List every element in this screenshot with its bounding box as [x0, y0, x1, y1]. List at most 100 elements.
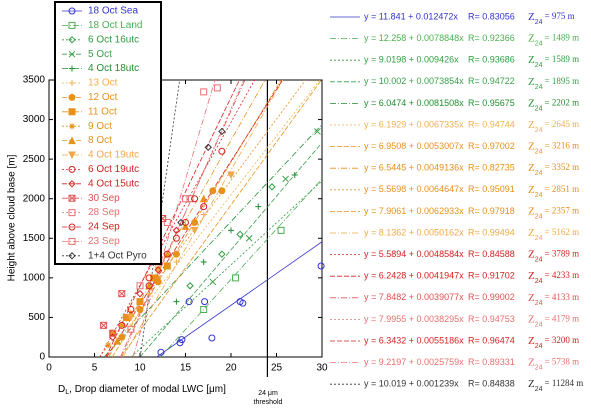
fit-equation: y = 10.002 + 0.0073854x	[364, 76, 464, 86]
marker	[191, 219, 198, 226]
marker	[218, 147, 226, 155]
marker	[245, 234, 253, 242]
fit-line	[132, 80, 216, 357]
z-symbol: Z	[528, 32, 535, 44]
fit-line	[130, 180, 322, 357]
marker	[68, 194, 76, 202]
fit-r: R= 0.89331	[468, 357, 515, 367]
z-subscript: 24	[535, 343, 543, 350]
marker	[118, 321, 126, 329]
marker	[68, 50, 76, 58]
marker	[69, 65, 75, 72]
marker	[317, 262, 325, 270]
marker	[282, 175, 289, 183]
legend-label: 6 Oct 19utc	[88, 164, 139, 175]
fit-line	[121, 80, 245, 357]
z24-value: = 4233 m	[545, 270, 580, 280]
z-subscript: 24	[535, 84, 543, 91]
marker	[155, 274, 162, 281]
fit-line	[120, 80, 246, 357]
marker	[118, 290, 126, 298]
legend-label: 18 Oct Land	[88, 20, 142, 31]
y-axis-label: Height above cloud base [m]	[7, 154, 18, 281]
z-subscript: 24	[535, 235, 543, 242]
fit-line	[108, 80, 266, 357]
z-subscript: 24	[535, 364, 543, 371]
marker	[268, 183, 276, 191]
fit-z24: Z24= 3200 m	[528, 335, 579, 350]
marker	[68, 237, 76, 245]
marker	[127, 325, 135, 333]
z-subscript: 24	[535, 300, 543, 307]
z-symbol: Z	[528, 227, 535, 239]
marker	[208, 334, 216, 342]
legend-label: 28 Sep	[88, 207, 120, 218]
legend: 18 Oct Sea 18 Oct Land 6 Oct 16utc 5 Oct 4 O…	[54, 1, 162, 265]
fit-line	[106, 80, 283, 357]
legend-label: 13 Oct	[88, 78, 118, 89]
fit-z24: Z24= 2357 m	[528, 205, 579, 220]
z24-value: = 3789 m	[545, 249, 580, 259]
legend-label: 6 Oct 16utc	[88, 34, 139, 45]
fit-equation: y = 8.1362 + 0.0050162x	[364, 227, 464, 237]
y-tick-label: 2000	[23, 193, 46, 204]
fit-equation: y = 10.019 + 0.001239x	[364, 379, 459, 389]
marker	[68, 21, 76, 29]
marker	[201, 298, 209, 306]
marker	[68, 108, 76, 116]
z-subscript: 24	[535, 127, 543, 134]
marker	[173, 298, 180, 305]
marker	[68, 223, 76, 231]
marker	[200, 259, 207, 266]
marker	[172, 234, 180, 242]
x-tick-label: 30	[316, 363, 328, 374]
z-symbol: Z	[528, 183, 535, 195]
y-tick-label: 3000	[23, 114, 46, 125]
z24-value: = 5162 m	[545, 227, 580, 237]
z-subscript: 24	[535, 40, 543, 47]
marker	[68, 36, 76, 44]
fit-equation: y = 6.5445 + 0.0049136x	[364, 163, 464, 173]
z24-value: = 1589 m	[545, 54, 580, 64]
z24-value: = 2851 m	[545, 184, 580, 194]
fit-z24: Z24= 11284 m	[528, 378, 583, 393]
legend-label: 11 Oct	[88, 106, 117, 117]
marker	[232, 274, 240, 282]
fit-equation: y = 11.841 + 0.012472x	[364, 11, 458, 21]
fit-r: R= 0.91702	[468, 271, 515, 281]
x-tick-label: 10	[134, 363, 146, 374]
marker	[163, 218, 171, 226]
plot-area: 0 5 10 15 20 25 30 0 500 1000 1500 2000 2500 3000 3500	[23, 75, 328, 377]
z-subscript: 24	[535, 192, 543, 199]
marker	[68, 209, 76, 217]
y-tick-label: 0	[39, 352, 45, 363]
fit-r: R= 0.97918	[468, 206, 515, 216]
z24-value: = 4133 m	[545, 292, 580, 302]
marker	[191, 195, 199, 203]
marker	[177, 218, 185, 227]
marker	[200, 211, 207, 218]
marker	[145, 282, 153, 290]
fit-r: R= 0.83056	[468, 11, 515, 21]
legend-label: 23 Sep	[88, 236, 120, 247]
fit-r: R= 0.92366	[468, 33, 515, 43]
fit-z24: Z24= 3216 m	[528, 140, 579, 155]
marker	[200, 88, 208, 96]
z-symbol: Z	[528, 313, 535, 325]
marker	[185, 298, 193, 306]
fit-z24: Z24= 5738 m	[528, 356, 579, 371]
marker	[118, 333, 126, 341]
z-subscript: 24	[535, 321, 543, 328]
legend-label: 4 Oct 19utc	[88, 150, 139, 161]
z-subscript: 24	[535, 170, 543, 177]
z-subscript: 24	[535, 19, 543, 26]
fit-r: R= 0.99494	[468, 227, 515, 237]
fit-z24: Z24= 5162 m	[528, 227, 579, 242]
fit-equation: y = 12.258 + 0.0078848x	[364, 33, 464, 43]
legend-label: 12 Oct	[88, 92, 118, 103]
marker	[113, 337, 122, 345]
marker	[145, 274, 153, 282]
fit-z24: Z24= 4179 m	[528, 313, 579, 328]
threshold-label: threshold	[254, 399, 283, 406]
fit-equation: y = 7.9955 + 0.0038295x	[364, 314, 464, 324]
